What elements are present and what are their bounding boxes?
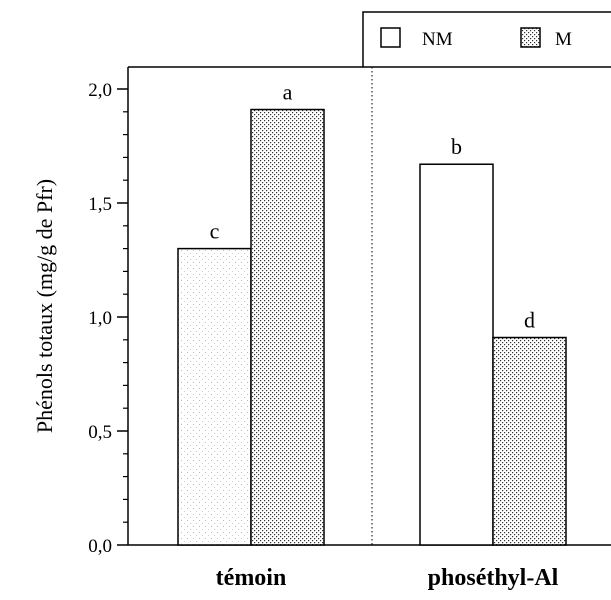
category-label-phosethyl: phoséthyl-Al — [428, 565, 559, 591]
bar-significance-letter: b — [451, 134, 462, 159]
legend-frame — [362, 11, 611, 68]
legend: NM M — [362, 11, 611, 68]
y-tick-label: 1,5 — [88, 194, 112, 215]
bar-significance-letter: d — [524, 308, 535, 333]
category-label-temoin: témoin — [216, 565, 287, 591]
bar-significance-letter: a — [283, 80, 293, 105]
bar-significance-letter: c — [210, 219, 220, 244]
bars: c a b d — [177, 80, 567, 546]
legend-swatch-m — [520, 27, 541, 48]
y-axis-label: Phénols totaux (mg/g de Pfr) — [32, 179, 57, 433]
y-tick-label: 0,0 — [88, 536, 112, 557]
y-tick-label: 2,0 — [88, 80, 112, 101]
legend-label-m: M — [555, 29, 572, 50]
bar-m-1 — [250, 108, 325, 546]
y-tick-label: 0,5 — [88, 422, 112, 443]
y-ticks: 0,0 0,5 1,0 1,5 2,0 — [88, 80, 128, 557]
y-tick-label: 1,0 — [88, 308, 112, 329]
bar-m-2 — [492, 336, 567, 546]
legend-label-nm: NM — [422, 29, 453, 50]
legend-swatch-nm — [380, 27, 401, 48]
bar-nm-2 — [419, 163, 494, 546]
bar-nm-1 — [177, 247, 252, 546]
